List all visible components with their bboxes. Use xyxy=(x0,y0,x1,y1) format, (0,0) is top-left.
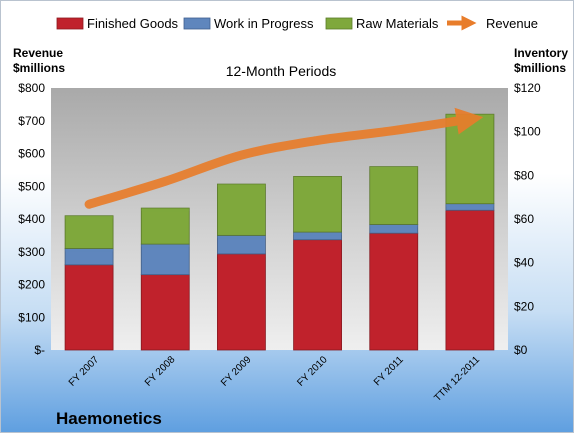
legend: Finished Goods Work in Progress Raw Mate… xyxy=(56,15,538,31)
bar-highlight-work-in-progress xyxy=(445,203,494,207)
bar-highlight-raw-materials xyxy=(65,215,114,219)
legend-label-finished-goods: Finished Goods xyxy=(87,16,179,31)
bar-raw-materials xyxy=(217,183,266,236)
bar-raw-materials xyxy=(445,113,495,205)
x-tick-label: FY 2011 xyxy=(372,354,406,388)
bar-highlight-finished-goods xyxy=(65,264,114,268)
bar-raw-materials xyxy=(293,176,342,233)
bar-highlight-finished-goods xyxy=(369,233,418,237)
legend-label-revenue: Revenue xyxy=(486,16,538,31)
left-axis-title-line1: Revenue xyxy=(13,46,63,60)
x-tick-label: TTM 12-2011 xyxy=(432,354,482,404)
left-axis-title-line2: $millions xyxy=(13,61,65,75)
left-tick-label: $700 xyxy=(18,114,45,128)
bar-finished-goods xyxy=(64,264,114,351)
x-tick-label: FY 2008 xyxy=(143,354,178,389)
bar-highlight-raw-materials xyxy=(293,176,342,180)
left-tick-label: $- xyxy=(34,343,45,357)
right-tick-label: $20 xyxy=(514,299,534,313)
bar-highlight-raw-materials xyxy=(369,166,418,170)
legend-item-revenue: Revenue xyxy=(447,15,538,31)
bar-highlight-work-in-progress xyxy=(369,224,418,228)
right-axis-title-line2: $millions xyxy=(514,61,566,75)
x-axis-ticks: FY 2007 FY 2008 FY 2009 FY 2010 FY 2011 TTM 1… xyxy=(67,354,483,404)
bar-highlight-finished-goods xyxy=(141,274,190,278)
plot-area xyxy=(51,88,508,350)
left-tick-label: $800 xyxy=(18,81,45,95)
right-tick-label: $60 xyxy=(514,212,534,226)
legend-item-work-in-progress: Work in Progress xyxy=(183,16,314,31)
bar-raw-materials xyxy=(140,207,190,245)
right-tick-label: $80 xyxy=(514,168,534,182)
right-tick-label: $120 xyxy=(514,81,541,95)
x-tick-label: FY 2007 xyxy=(67,354,102,389)
bar-highlight-finished-goods xyxy=(217,253,266,257)
revenue-line xyxy=(84,107,484,209)
legend-swatch-work-in-progress xyxy=(183,17,211,30)
x-tick-label: FY 2009 xyxy=(219,354,254,389)
left-tick-label: $200 xyxy=(18,278,45,292)
left-tick-label: $600 xyxy=(18,147,45,161)
bar-raw-materials xyxy=(369,166,419,225)
bar-finished-goods xyxy=(369,232,419,351)
company-name: Haemonetics xyxy=(56,409,162,428)
right-tick-label: $0 xyxy=(514,343,528,357)
left-tick-label: $100 xyxy=(18,310,45,324)
bar-finished-goods xyxy=(217,253,266,351)
bar-series-group xyxy=(64,113,495,351)
right-tick-label: $40 xyxy=(514,256,534,270)
legend-label-work-in-progress: Work in Progress xyxy=(214,16,314,31)
legend-label-raw-materials: Raw Materials xyxy=(356,16,439,31)
revenue-series xyxy=(84,107,484,209)
bar-finished-goods xyxy=(140,274,190,351)
legend-item-raw-materials: Raw Materials xyxy=(325,16,439,31)
right-axis-title-line1: Inventory xyxy=(514,46,568,60)
left-axis-ticks: $- $100 $200 $300 $400 $500 $600 $700 $800 xyxy=(18,81,45,357)
bar-highlight-finished-goods xyxy=(445,210,494,214)
legend-item-finished-goods: Finished Goods xyxy=(56,16,179,31)
bar-highlight-work-in-progress xyxy=(141,244,190,248)
bar-highlight-raw-materials xyxy=(217,184,266,188)
bar-finished-goods xyxy=(293,239,342,351)
left-tick-label: $400 xyxy=(18,212,45,226)
bar-work-in-progress xyxy=(140,243,190,276)
bar-highlight-work-in-progress xyxy=(65,248,114,252)
left-tick-label: $500 xyxy=(18,179,45,193)
bar-highlight-raw-materials xyxy=(141,208,190,212)
left-tick-label: $300 xyxy=(18,245,45,259)
x-tick-label: FY 2010 xyxy=(295,354,330,389)
bar-highlight-work-in-progress xyxy=(217,235,266,239)
legend-swatch-finished-goods xyxy=(56,17,84,30)
chart-title: 12-Month Periods xyxy=(226,63,337,79)
right-axis-ticks: $0 $20 $40 $60 $80 $100 $120 xyxy=(514,81,541,357)
bar-highlight-work-in-progress xyxy=(293,232,342,236)
bar-raw-materials xyxy=(64,215,114,249)
right-tick-label: $100 xyxy=(514,125,541,139)
legend-swatch-raw-materials xyxy=(325,17,353,30)
bar-finished-goods xyxy=(445,209,495,351)
bar-highlight-finished-goods xyxy=(293,239,342,243)
